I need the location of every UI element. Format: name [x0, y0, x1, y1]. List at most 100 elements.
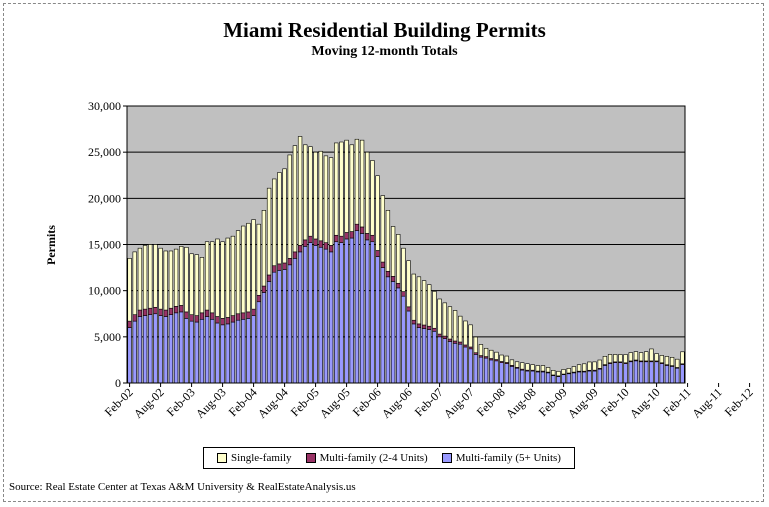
bar-multi-5plus [380, 267, 385, 384]
source-note: Source: Real Estate Center at Texas A&M … [9, 481, 356, 493]
bar-multi-5plus [339, 242, 344, 384]
bar-single-family [204, 241, 210, 311]
y-tick-label: 5,000 [94, 330, 121, 344]
bar-single-family [349, 144, 354, 232]
legend-swatch-multi-5plus [441, 453, 452, 463]
bar-multi-2-4 [334, 234, 339, 243]
bar-multi-5plus [587, 370, 592, 384]
bar-multi-5plus [437, 336, 442, 384]
bar-single-family [468, 324, 473, 348]
bar-multi-2-4 [354, 223, 360, 231]
bar-multi-5plus [308, 242, 313, 384]
bar-multi-5plus [246, 318, 251, 384]
y-tick-label: 30,000 [88, 99, 121, 113]
bar-single-family [447, 306, 453, 340]
bar-multi-5plus [473, 354, 478, 384]
bar-single-family [359, 139, 365, 228]
bar-multi-5plus [282, 269, 287, 384]
bar-multi-2-4 [323, 242, 329, 250]
legend-entry-single-family: Single-family [217, 452, 292, 464]
bar-single-family [401, 247, 406, 292]
bar-multi-2-4 [313, 238, 318, 246]
bar-single-family [556, 370, 561, 377]
bar-single-family [514, 361, 520, 368]
x-tick-label: Feb-02 [102, 385, 136, 419]
bar-multi-2-4 [349, 231, 354, 239]
bar-single-family [649, 348, 654, 362]
bar-multi-2-4 [173, 306, 179, 314]
bar-single-family [328, 157, 334, 246]
bar-multi-5plus [602, 365, 608, 384]
bar-multi-2-4 [447, 338, 453, 342]
x-tick-label: Aug-03 [193, 385, 229, 421]
legend-swatch-single-family [217, 453, 228, 463]
bar-multi-5plus [463, 346, 468, 384]
bar-multi-5plus [551, 375, 556, 384]
bar-multi-2-4 [158, 308, 163, 316]
legend-swatch-multi-2-4 [305, 453, 316, 463]
bar-multi-5plus [390, 281, 396, 384]
bar-single-family [597, 359, 602, 369]
bar-single-family [163, 250, 168, 311]
bar-multi-5plus [411, 323, 416, 384]
bar-single-family [406, 260, 411, 308]
bar-single-family [168, 250, 174, 309]
bar-single-family [251, 219, 256, 310]
bar-multi-5plus [582, 371, 587, 384]
bar-single-family [607, 354, 613, 364]
bar-multi-5plus [204, 316, 210, 384]
bar-single-family [365, 151, 370, 234]
bar-multi-2-4 [230, 315, 236, 323]
bar-single-family [246, 222, 251, 313]
bar-single-family [628, 352, 633, 362]
x-tick-label: Aug-07 [441, 385, 477, 421]
bar-multi-5plus [323, 248, 329, 384]
legend: Single-family Multi-family (2-4 Units) M… [203, 447, 575, 469]
bar-multi-5plus [618, 362, 623, 384]
y-axis-title: Permits [44, 225, 58, 265]
bar-multi-5plus [241, 318, 246, 384]
bar-multi-2-4 [365, 233, 370, 241]
bar-single-family [587, 361, 592, 371]
bar-single-family [396, 234, 401, 284]
bar-single-family [158, 247, 163, 310]
bar-multi-5plus [303, 246, 308, 384]
bar-multi-5plus [644, 361, 649, 384]
bar-multi-2-4 [184, 311, 189, 319]
bar-multi-2-4 [266, 274, 272, 282]
bar-single-family [421, 280, 427, 326]
bar-single-family [210, 241, 215, 314]
bar-multi-2-4 [401, 291, 406, 297]
bar-multi-5plus [215, 322, 220, 384]
bar-single-family [375, 175, 380, 251]
bar-multi-2-4 [235, 313, 241, 321]
chart-frame [3, 3, 764, 502]
bar-single-family [644, 351, 649, 362]
bar-multi-2-4 [452, 340, 458, 344]
bar-multi-5plus [132, 320, 137, 384]
bar-multi-2-4 [458, 341, 463, 345]
x-tick-label: Aug-08 [503, 385, 539, 421]
bar-multi-5plus [173, 312, 179, 384]
bar-multi-5plus [292, 258, 298, 384]
bar-single-family [638, 352, 644, 362]
bar-single-family [179, 246, 184, 306]
bar-single-family [504, 355, 509, 363]
bar-multi-5plus [385, 276, 391, 384]
chart-subtitle: Moving 12-month Totals [311, 44, 458, 59]
bar-multi-5plus [561, 374, 566, 384]
bar-multi-2-4 [303, 239, 308, 247]
bar-multi-2-4 [127, 320, 132, 328]
bar-single-family [675, 358, 680, 368]
x-tick-label: Feb-07 [412, 385, 446, 419]
x-tick-label: Aug-11 [689, 385, 725, 421]
bar-single-family [184, 246, 189, 313]
bar-multi-2-4 [308, 235, 313, 243]
bar-single-family [199, 257, 205, 314]
legend-label-multi-2-4: Multi-family (2-4 Units) [319, 452, 428, 464]
bar-single-family [225, 237, 230, 318]
bar-multi-5plus [675, 367, 680, 384]
bar-multi-2-4 [427, 325, 432, 330]
bar-single-family [220, 241, 225, 319]
bar-multi-5plus [189, 320, 194, 384]
